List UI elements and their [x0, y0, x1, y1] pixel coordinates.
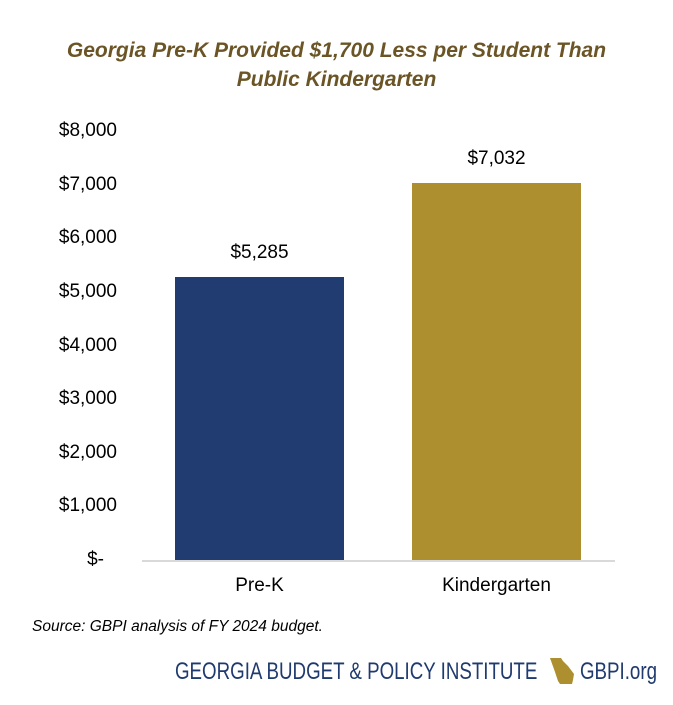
- source-note: Source: GBPI analysis of FY 2024 budget.: [32, 618, 323, 635]
- x-category-label: Kindergarten: [442, 575, 551, 596]
- org-brand-name: GEORGIA BUDGET & POLICY INSTITUTE: [175, 659, 640, 685]
- y-tick-label: $5,000: [58, 280, 117, 302]
- bar-kindergarten: [412, 182, 581, 560]
- x-category-label: Pre-K: [235, 575, 284, 596]
- bar-value-label: $5,285: [230, 241, 289, 263]
- y-tick-label: $4,000: [58, 334, 117, 356]
- georgia-state-map-icon: [550, 658, 574, 684]
- chart-title-line2: Public Kindergarten: [236, 68, 437, 91]
- y-tick-label: $3,000: [58, 388, 117, 410]
- org-website-text: GBPI.org: [580, 658, 658, 685]
- y-tick-label: $8,000: [58, 120, 117, 141]
- y-tick-label: $1,000: [58, 495, 117, 517]
- bar-value-label: $7,032: [467, 147, 526, 169]
- bar-pre-k: [175, 276, 344, 560]
- x-axis-line: [142, 560, 615, 562]
- chart-title-line1: Georgia Pre-K Provided $1,700 Less per S…: [66, 39, 607, 62]
- org-name-text: GEORGIA BUDGET & POLICY INSTITUTE: [175, 658, 538, 685]
- y-tick-label: $-: [87, 549, 104, 570]
- y-tick-label: $2,000: [58, 441, 117, 463]
- org-website-link[interactable]: GBPI.org: [580, 659, 673, 685]
- y-tick-label: $6,000: [58, 227, 117, 249]
- y-tick-label: $7,000: [58, 173, 117, 195]
- chart-title: Georgia Pre-K Provided $1,700 Less per S…: [0, 36, 673, 94]
